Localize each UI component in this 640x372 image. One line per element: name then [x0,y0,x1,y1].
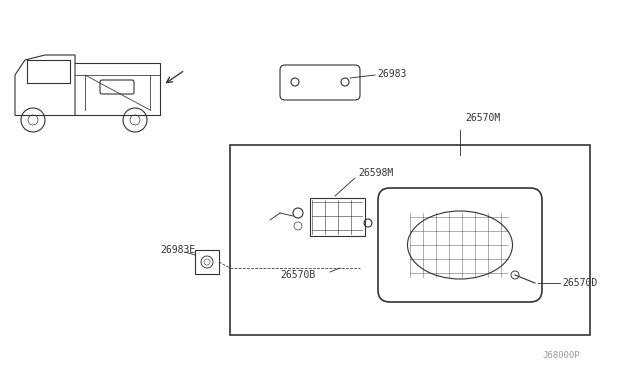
Bar [310,198,365,236]
Text: 26598M: 26598M [358,168,393,178]
Text: 26570B: 26570B [280,270,316,280]
Text: 26570D: 26570D [562,278,597,288]
Text: 26983E: 26983E [160,245,195,255]
Bar [230,145,590,335]
Text: J68000P: J68000P [542,351,580,360]
Text: 26570M: 26570M [465,113,500,123]
Text: 26983: 26983 [377,69,406,79]
Bar [195,250,219,274]
